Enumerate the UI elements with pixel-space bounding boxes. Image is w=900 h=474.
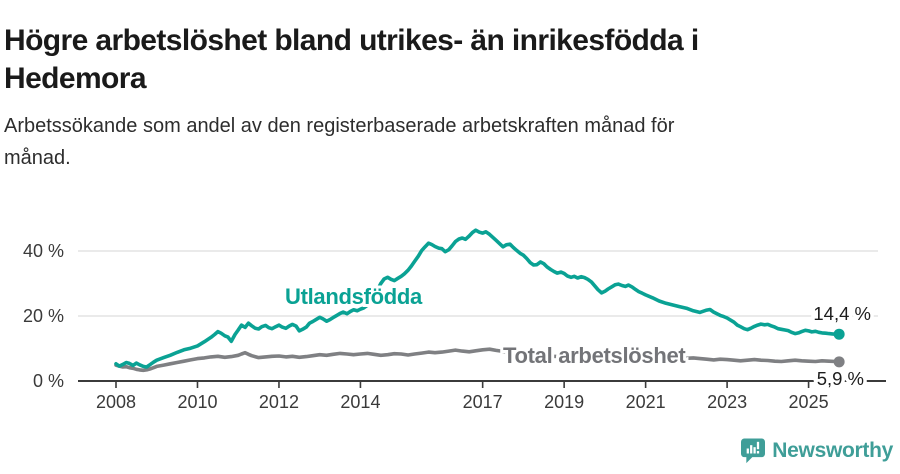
page-subtitle-line2: månad. — [4, 147, 71, 169]
series-line-total — [114, 347, 841, 373]
page-subtitle-line1: Arbetssökande som andel av den registerb… — [4, 115, 675, 137]
page-title: Högre arbetslöshet bland utrikes- än inr… — [4, 22, 699, 98]
x-tick-label: 2019 — [544, 392, 584, 412]
x-tick-label: 2012 — [259, 392, 299, 412]
end-value-label-utlandsfodda: 14,4 % — [813, 303, 871, 324]
y-tick-label: 40 % — [23, 241, 64, 261]
end-dot-utlandsfodda — [833, 328, 845, 340]
series-label-total: Total arbetslöshet — [503, 343, 686, 368]
x-tick-label: 2021 — [626, 392, 666, 412]
page-subtitle: Arbetssökande som andel av den registerb… — [4, 110, 674, 174]
y-tick-label: 20 % — [23, 306, 64, 326]
x-tick-label: 2008 — [96, 392, 136, 412]
line-chart: 2008 2010 2012 2014 2017 2019 2021 2023 2025 0 % 2… — [23, 228, 886, 412]
x-tick-label: 2025 — [789, 392, 829, 412]
newsworthy-logo[interactable]: Newsworthy — [741, 437, 893, 464]
x-tick-label: 2023 — [707, 392, 747, 412]
newsworthy-bar-chart-bubble-icon — [741, 438, 766, 464]
end-value-label-total: 5,9 % — [817, 368, 864, 389]
newsworthy-logo-text: Newsworthy — [772, 438, 893, 462]
x-tick-label: 2010 — [177, 392, 217, 412]
page-title-line2: Hedemora — [4, 62, 147, 96]
x-tick-label: 2017 — [463, 392, 503, 412]
page-title-line1: Högre arbetslöshet bland utrikes- än inr… — [4, 24, 699, 58]
y-tick-label: 0 % — [33, 371, 64, 391]
series-line-utlandsfodda — [114, 228, 841, 369]
x-tick-label: 2014 — [340, 392, 380, 412]
series-label-utlandsfodda: Utlandsfödda — [285, 284, 423, 309]
end-dot-total — [833, 356, 845, 368]
